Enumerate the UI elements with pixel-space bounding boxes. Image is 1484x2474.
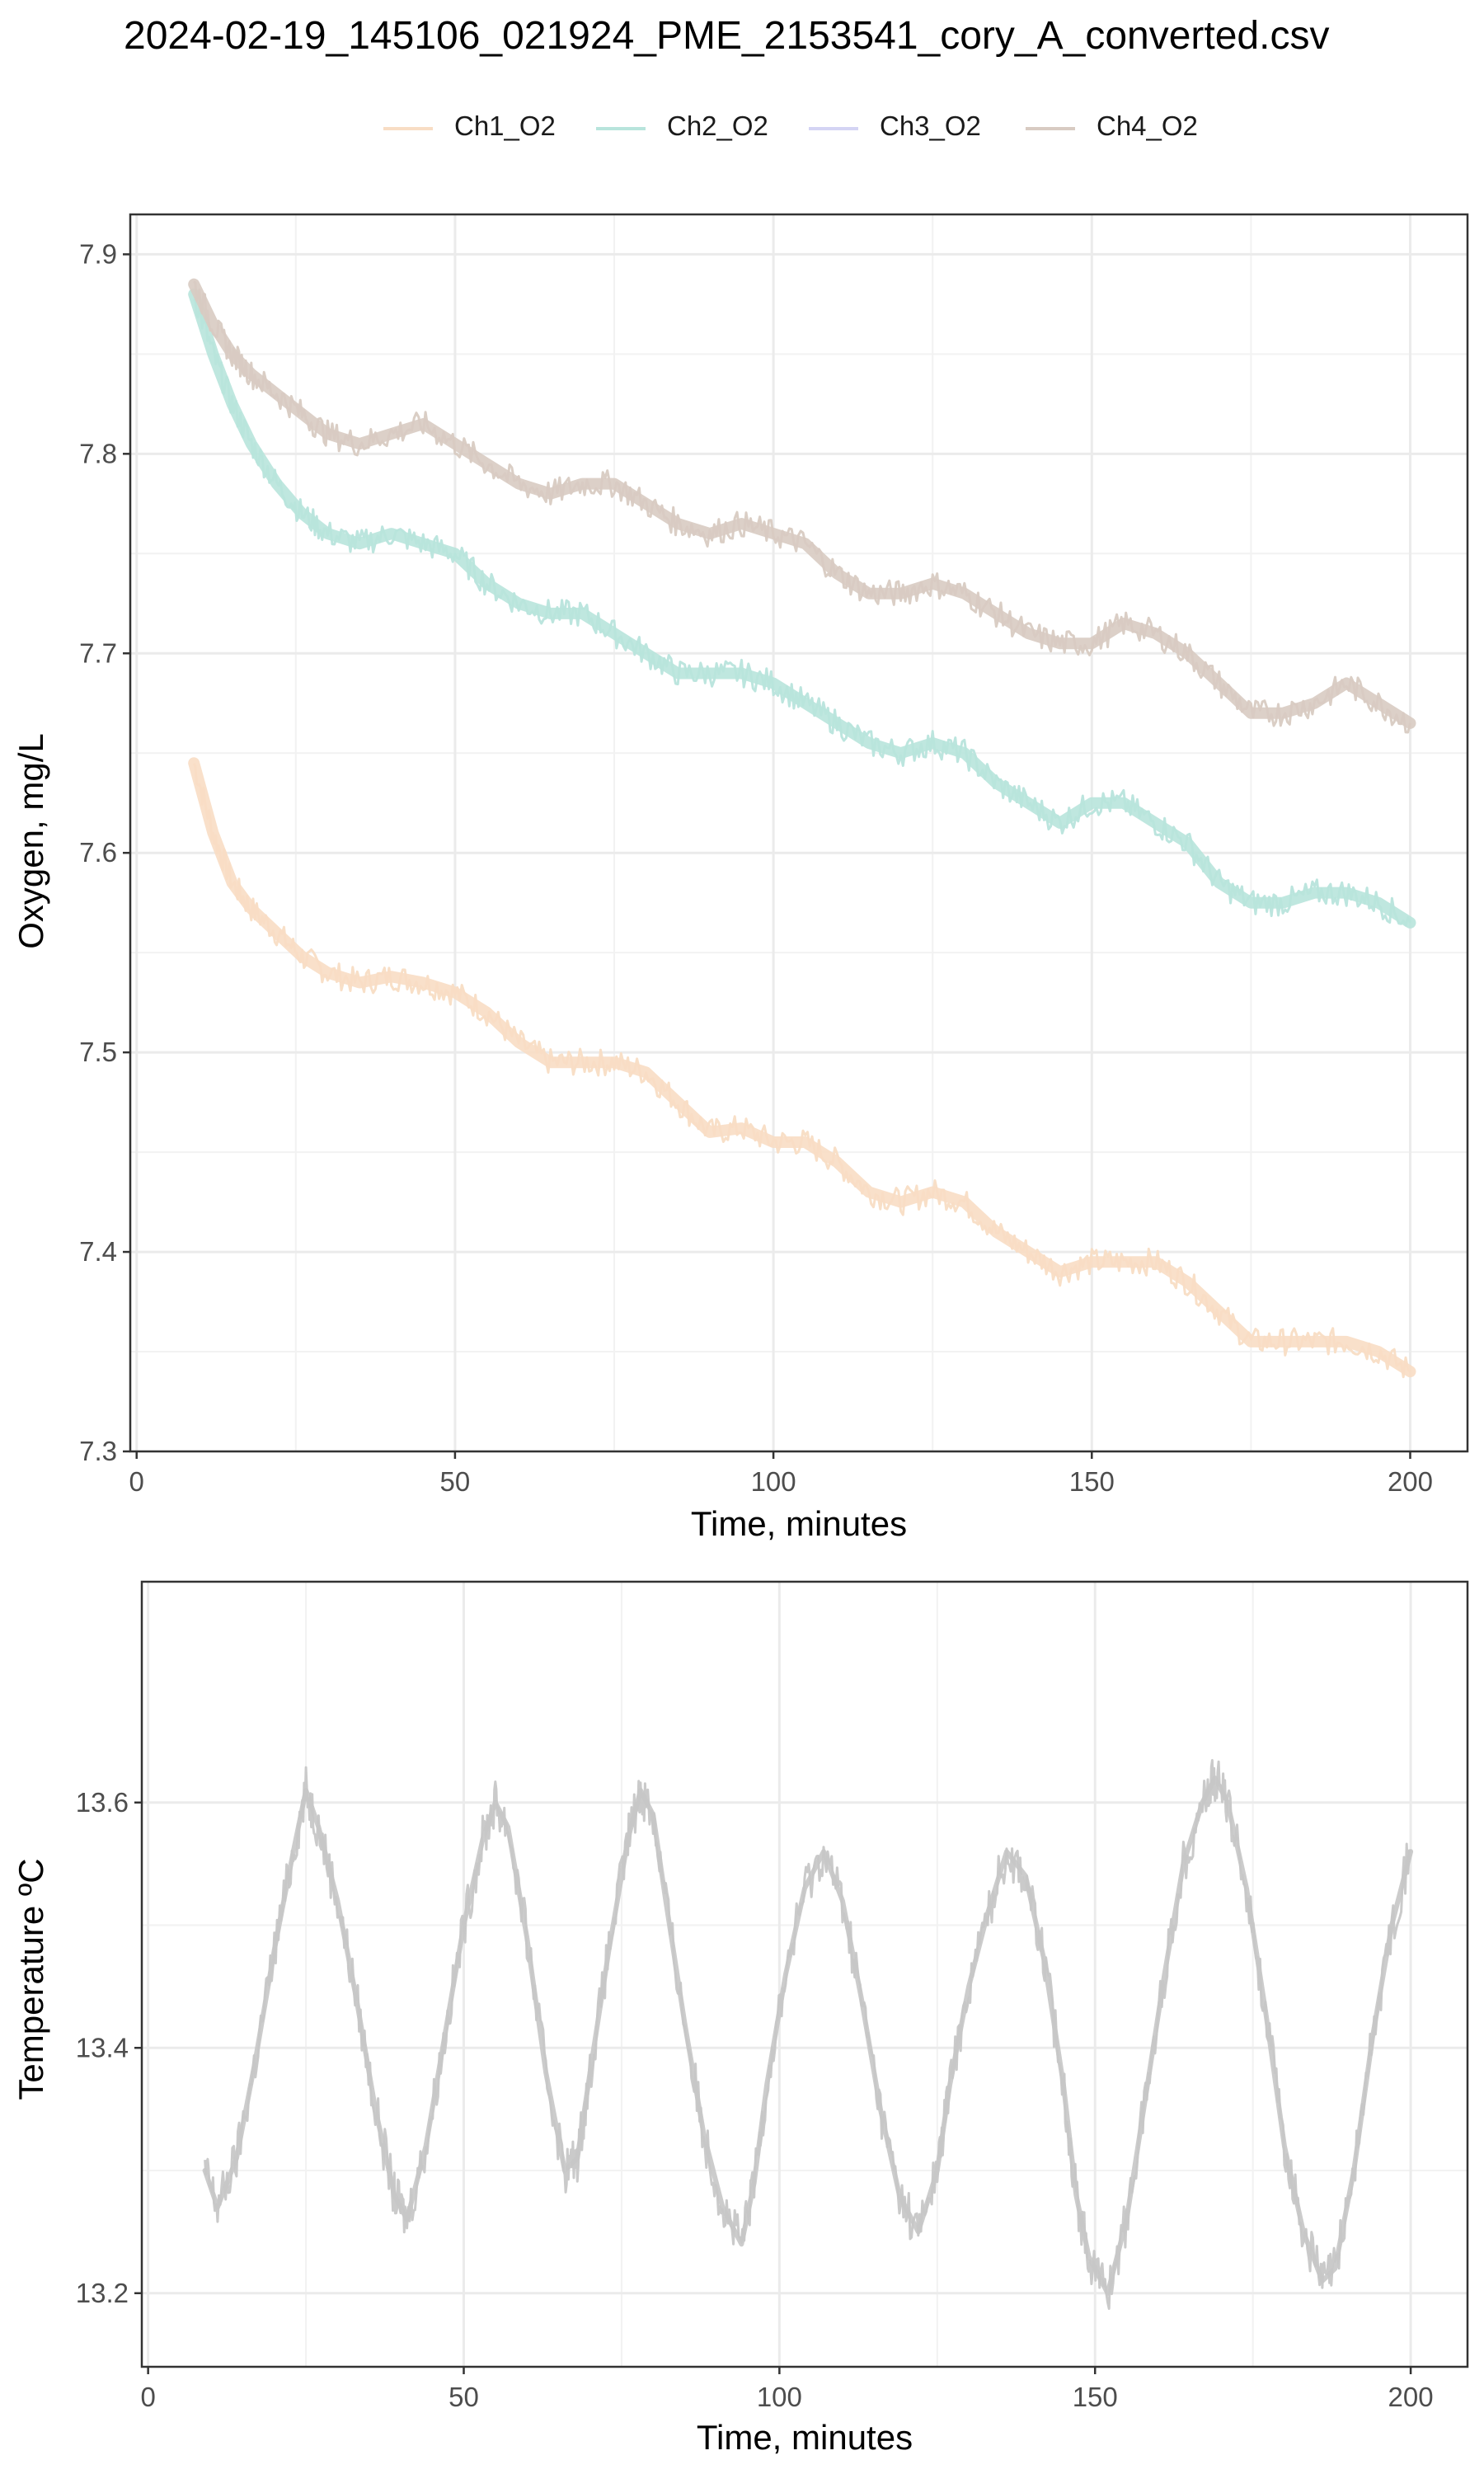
panel2-y-tick-label: 13.6 [76, 1787, 129, 1818]
legend-label-ch1: Ch1_O2 [454, 111, 556, 141]
panel1-x-tick-label: 100 [751, 1466, 796, 1497]
panel1-series-ch2-o2-line [188, 288, 1416, 929]
panel1-x-tick-label: 150 [1069, 1466, 1115, 1497]
panel2-x-tick-label: 200 [1388, 2382, 1434, 2412]
panel1-series-ch1-o2-line [188, 757, 1416, 1378]
legend-label-ch3: Ch3_O2 [880, 111, 981, 141]
legend-key-ch4 [1026, 127, 1075, 130]
panel2-y-tick-label: 13.4 [76, 2032, 129, 2062]
legend: Ch1_O2 Ch2_O2 Ch3_O2 Ch4_O2 [0, 107, 1484, 148]
panel1-series-ch4-o2-line [188, 278, 1416, 729]
panel1-y-tick-label: 7.9 [79, 238, 117, 269]
panel2-x-tick-label: 0 [140, 2382, 155, 2412]
panel2-x-axis-title: Time, minutes [697, 2418, 913, 2457]
panel1-y-tick-label: 7.3 [79, 1436, 117, 1466]
panel1-series-ch4-o2-noise [193, 280, 1411, 734]
legend-key-ch3 [809, 127, 858, 130]
figure-title: 2024-02-19_145106_021924_PME_2153541_cor… [124, 14, 1330, 58]
panel1-y-tick-label: 7.5 [79, 1037, 117, 1067]
panel2-series-temperature-line [202, 1776, 1414, 2296]
panel2-x-tick-label: 100 [757, 2382, 802, 2412]
panel2-y-tick-label: 13.2 [76, 2278, 129, 2308]
legend-label-ch4: Ch4_O2 [1097, 111, 1198, 141]
panel1-x-axis-title: Time, minutes [691, 1504, 907, 1543]
panel2-x-tick-label: 50 [448, 2382, 479, 2412]
panel1-x-tick-label: 50 [440, 1466, 471, 1497]
panel1-x-tick-label: 0 [129, 1466, 144, 1497]
panel1-series-ch2-o2-noise [192, 298, 1411, 927]
panel1-x-tick-label: 200 [1388, 1466, 1433, 1497]
panel2-x-tick-label: 150 [1073, 2382, 1118, 2412]
legend-key-ch2 [596, 127, 646, 130]
panel2-y-axis-title: Temperature ºC [12, 1858, 50, 2100]
legend-label-ch2: Ch2_O2 [667, 111, 768, 141]
panel1-y-axis-title: Oxygen, mg/L [12, 733, 50, 948]
panel2-series-temperature-noise [204, 1759, 1412, 2310]
panel1-border [129, 213, 1469, 1453]
panel1-y-tick-label: 7.6 [79, 837, 117, 868]
panel1-y-tick-label: 7.4 [79, 1236, 117, 1267]
panel1-series-ch1-o2-noise [192, 762, 1411, 1379]
panel2-border [140, 1580, 1469, 2368]
panel1-y-tick-label: 7.7 [79, 637, 117, 668]
panel1-y-tick-label: 7.8 [79, 438, 117, 468]
legend-key-ch1 [383, 127, 433, 130]
